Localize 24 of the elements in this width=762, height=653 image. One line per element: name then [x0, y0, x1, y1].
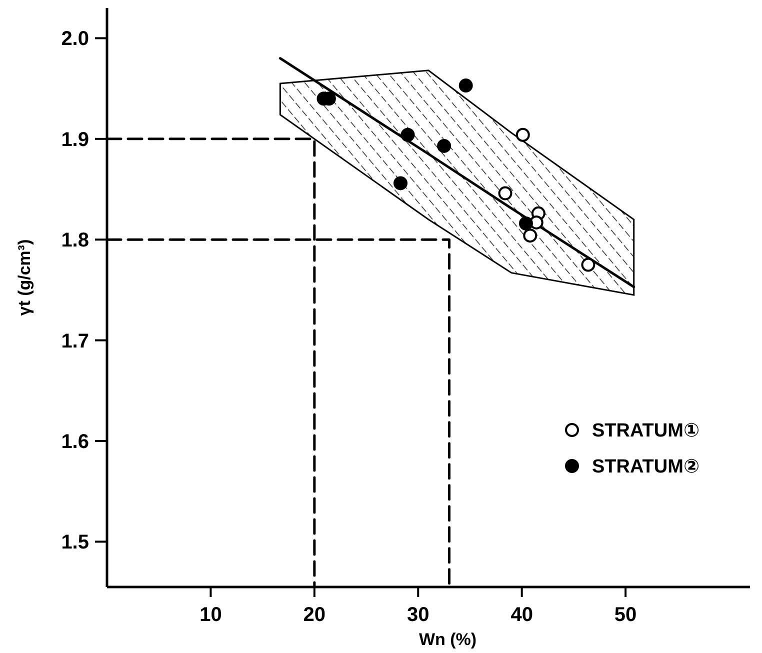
y-tick-label: 1.8 [61, 230, 89, 252]
x-axis-title: Wn (%) [418, 630, 477, 649]
y-tick-label: 1.6 [61, 430, 89, 453]
x-tick-label: 40 [510, 604, 533, 626]
point [518, 216, 533, 230]
y-tick-label: 1.7 [61, 330, 89, 352]
x-tick-label: 30 [407, 604, 430, 626]
point [437, 138, 452, 153]
y-tick-label: 1.9 [61, 128, 89, 151]
y-tick-label: 1.5 [61, 532, 89, 554]
legend-label: STRATUM② [592, 456, 700, 478]
point [581, 258, 596, 272]
point [523, 228, 538, 243]
x-tick-label: 10 [200, 604, 222, 626]
x-tick-label: 50 [614, 604, 637, 626]
point [458, 78, 473, 93]
x-tick-label: 20 [303, 604, 326, 626]
y-axis-title: γt (g/cm³) [15, 239, 34, 316]
legend-label: STRATUM① [592, 420, 700, 442]
point [394, 176, 408, 190]
point [400, 128, 415, 142]
point [516, 128, 530, 142]
y-tick-label: 2.0 [61, 28, 89, 50]
point [498, 186, 512, 200]
